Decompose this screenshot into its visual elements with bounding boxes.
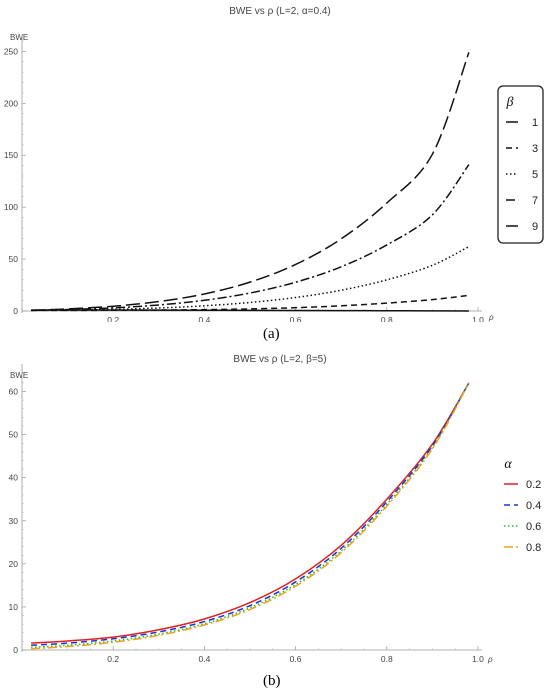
legend-entry-label: 9 bbox=[532, 221, 538, 233]
y-tick-label: 50 bbox=[9, 254, 19, 264]
x-tick-label: 0.8 bbox=[381, 654, 393, 664]
y-tick-label: 30 bbox=[9, 516, 19, 526]
series-line-0-4 bbox=[31, 382, 470, 647]
chart-b-title: BWE vs ρ (L=2, β=5) bbox=[233, 354, 326, 365]
chart-a-xlabel: ρ bbox=[488, 313, 494, 322]
legend-entry-label: 3 bbox=[532, 143, 538, 155]
legend-title: β bbox=[506, 95, 514, 110]
x-tick-label: 1.0 bbox=[472, 315, 484, 322]
chart-b-series bbox=[31, 382, 470, 650]
y-tick-label: 40 bbox=[9, 473, 19, 483]
chart-a: BWE vs ρ (L=2, α=0.4) BWE ρ 0 50 100 150 200… bbox=[4, 6, 544, 322]
y-tick-label: 200 bbox=[4, 98, 18, 108]
legend-entry-label: 0.2 bbox=[526, 479, 541, 491]
chart-b-ticks: 0 10 20 30 40 50 60 0.2 0.4 0.6 0.8 1.0 bbox=[9, 374, 484, 664]
legend-entry-label: 7 bbox=[532, 195, 538, 207]
x-tick-label: 0.2 bbox=[107, 315, 119, 322]
legend-box bbox=[497, 85, 544, 244]
series-line-5 bbox=[31, 245, 470, 312]
chart-a-ticks: 0 50 100 150 200 250 0.2 0.4 0.6 0.8 1.0 bbox=[4, 40, 484, 322]
y-tick-label: 20 bbox=[9, 559, 19, 569]
y-tick-label: 0 bbox=[13, 645, 18, 655]
series-line-7 bbox=[31, 164, 470, 312]
chart-b-ylabel: BWE bbox=[10, 371, 28, 380]
chart-b: BWE vs ρ (L=2, β=5) BWE ρ 01020304050600… bbox=[9, 354, 542, 664]
chart-a-legend: β 1 3 5 7 9 bbox=[497, 85, 544, 244]
y-tick-label: 250 bbox=[4, 46, 18, 56]
chart-a-series bbox=[31, 52, 470, 312]
y-tick-label: 0 bbox=[13, 306, 18, 316]
y-tick-label: 50 bbox=[9, 430, 19, 440]
x-tick-label: 0.6 bbox=[290, 654, 302, 664]
legend-entry-label: 1 bbox=[532, 117, 538, 129]
x-tick-label: 1.0 bbox=[472, 654, 484, 664]
series-line-0-2 bbox=[31, 382, 470, 644]
x-tick-label: 0.4 bbox=[198, 315, 210, 322]
y-tick-label: 60 bbox=[9, 387, 19, 397]
series-line-0-8 bbox=[31, 382, 470, 650]
chart-a-axes bbox=[21, 35, 482, 313]
series-line-3 bbox=[31, 294, 469, 312]
panel-label-a: (a) bbox=[263, 326, 280, 342]
legend-title: α bbox=[504, 457, 512, 472]
legend-entry-label: 0.4 bbox=[526, 500, 541, 512]
chart-b-axes bbox=[21, 364, 482, 652]
x-tick-label: 0.8 bbox=[381, 315, 393, 322]
x-tick-label: 0.4 bbox=[198, 654, 210, 664]
series-line-0-6 bbox=[31, 382, 470, 649]
panel-label-b: (b) bbox=[263, 673, 281, 689]
chart-a-ylabel: BWE bbox=[10, 33, 28, 42]
y-tick-label: 10 bbox=[9, 602, 19, 612]
chart-b-xlabel: ρ bbox=[487, 655, 493, 664]
chart-a-title: BWE vs ρ (L=2, α=0.4) bbox=[229, 6, 331, 17]
legend-entry-label: 0.8 bbox=[526, 542, 541, 554]
series-line-9 bbox=[31, 52, 470, 312]
x-tick-label: 0.2 bbox=[107, 654, 119, 664]
legend-entry-label: 5 bbox=[532, 169, 538, 181]
x-tick-label: 0.6 bbox=[290, 315, 302, 322]
chart-b-legend: α 0.2 0.4 0.6 0.8 bbox=[504, 457, 541, 554]
legend-entry-label: 0.6 bbox=[526, 521, 541, 533]
y-tick-label: 150 bbox=[4, 150, 18, 160]
y-tick-label: 100 bbox=[4, 202, 18, 212]
